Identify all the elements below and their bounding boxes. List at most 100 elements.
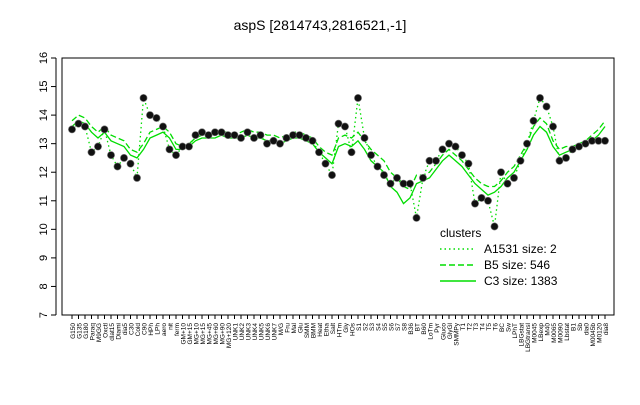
x-tick-label: MG+15 (200, 323, 207, 345)
y-tick-label: 8 (38, 283, 50, 289)
x-tick-label: C90 (142, 323, 149, 335)
data-point (399, 179, 408, 188)
data-point (477, 194, 486, 202)
x-tick-label: Gly (343, 322, 350, 333)
x-tick-label: dia8 (603, 323, 610, 336)
data-point (308, 136, 317, 145)
data-point (237, 134, 245, 142)
data-point (406, 179, 414, 188)
data-point (568, 145, 577, 154)
x-tick-label: T5 (486, 323, 493, 331)
data-point (594, 136, 603, 145)
data-point (549, 122, 557, 131)
data-point (204, 131, 213, 139)
data-point (445, 139, 453, 148)
data-point (230, 131, 239, 139)
x-tick-label: MG+10 (194, 323, 201, 345)
x-tick-label: SMMPy (454, 322, 461, 346)
y-tick-label: 12 (38, 166, 50, 178)
x-tick-label: Heat (317, 323, 324, 337)
data-point (529, 116, 538, 125)
data-point (373, 162, 382, 171)
data-point (295, 131, 304, 139)
y-tick-label: 15 (38, 80, 50, 92)
data-point (87, 148, 96, 157)
x-tick-label: MG+45 (207, 323, 214, 345)
x-tick-label: Pyr (434, 322, 441, 333)
x-tick-label: Etha (324, 323, 331, 337)
x-tick-label: S3 (369, 323, 376, 331)
y-tick-label: 11 (38, 195, 50, 206)
x-tick-label: Salt (330, 323, 337, 334)
data-point (191, 131, 200, 139)
data-point (263, 139, 271, 148)
x-tick-label: HOs (350, 322, 357, 336)
legend-label: C3 size: 1383 (484, 274, 558, 288)
x-tick-label: M0120 (597, 323, 604, 343)
x-tick-label: T1 (460, 323, 467, 331)
x-tick-label: C30 (129, 323, 136, 335)
x-tick-label: dia5 (122, 323, 129, 336)
x-tick-label: S1 (356, 323, 363, 331)
x-tick-label: HTm (337, 323, 344, 337)
x-tick-label: G180 (83, 323, 90, 339)
data-point (302, 134, 310, 142)
y-tick-label: 9 (38, 255, 50, 261)
x-tick-label: dlat15 (109, 323, 116, 341)
x-axis: G150 G135 G180 Paraq M9GG Oxctl dlat15 Diami dia… (70, 315, 610, 352)
data-point (172, 151, 180, 159)
x-tick-label: S6 (389, 323, 396, 331)
legend: clusters A1531 size: 2 B5 size: 546 C3 siz… (440, 226, 558, 288)
data-point (68, 125, 76, 134)
x-tick-label: M0065 (551, 323, 558, 343)
x-tick-label: S8 (402, 323, 409, 331)
data-point (113, 162, 122, 171)
data-point (74, 119, 83, 128)
legend-label: A1531 size: 2 (484, 242, 557, 256)
data-point (211, 128, 219, 137)
x-tick-label: GlyGl (447, 322, 454, 339)
data-point (165, 145, 174, 154)
x-tick-label: Oxctl (103, 322, 110, 337)
x-tick-label: M9GG (96, 323, 103, 342)
x-tick-label: B1 (571, 323, 578, 331)
x-tick-label: S7 (395, 323, 402, 331)
x-tick-label: Glu (298, 323, 305, 334)
y-axis: 7 8 9 10 11 12 13 14 15 16 (38, 52, 57, 318)
data-point (243, 128, 252, 137)
data-point (458, 151, 466, 159)
data-point (152, 114, 161, 122)
x-tick-label: UNK3 (246, 323, 253, 341)
data-point (510, 174, 518, 182)
x-tick-label: UNK4 (252, 323, 259, 341)
data-point (555, 156, 564, 165)
data-point (341, 122, 349, 131)
x-tick-label: B60 (421, 323, 428, 335)
x-tick-label: M/G (278, 323, 285, 335)
data-point (354, 94, 362, 102)
x-tick-label: LoTm (428, 323, 435, 340)
x-tick-label: M0045 (532, 323, 539, 343)
x-tick-label: GM+10 (181, 323, 188, 345)
x-tick-label: LPhT (512, 323, 519, 339)
data-point (126, 159, 135, 168)
data-point (380, 171, 388, 179)
data-point (360, 134, 369, 142)
x-tick-label: SMM (304, 323, 311, 338)
data-point (315, 148, 323, 157)
data-point (321, 159, 330, 168)
data-point (425, 156, 434, 165)
x-tick-label: UNK6 (265, 323, 272, 341)
x-tick-label: T2 (467, 323, 474, 331)
data-point (94, 142, 102, 151)
data-point (198, 128, 206, 137)
data-point (451, 142, 460, 151)
data-point (159, 122, 167, 131)
x-tick-label: LBGtransl (525, 322, 532, 351)
data-point (224, 131, 232, 139)
x-tick-label: B36 (408, 323, 415, 335)
data-point (464, 159, 473, 168)
data-point (347, 148, 356, 157)
x-tick-label: UNK2 (239, 323, 246, 341)
